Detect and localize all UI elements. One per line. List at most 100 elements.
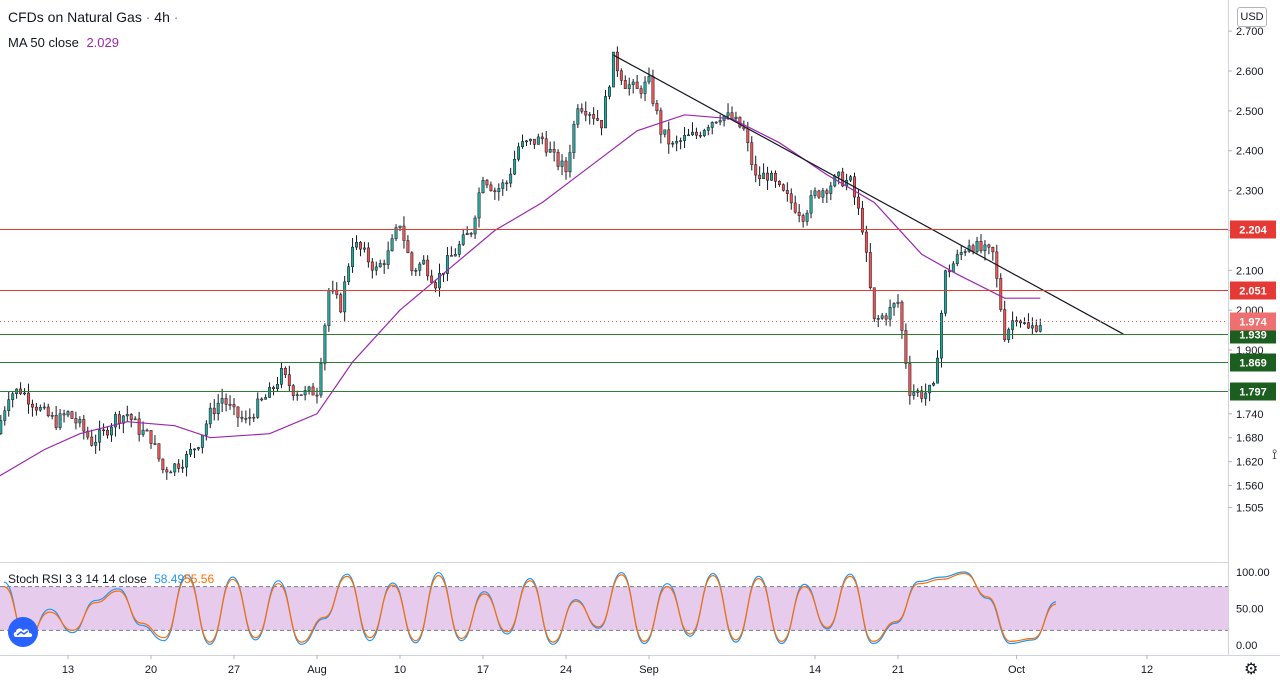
candle-body [268,387,272,398]
tradingview-logo-icon[interactable] [8,617,38,647]
candle-body [438,272,441,289]
candle-body [394,227,398,239]
candle-body [256,398,260,418]
candle-body [276,384,279,389]
candle-body [525,140,528,143]
candle-body [679,140,683,142]
candle-body [955,254,959,265]
candle-body [426,259,430,277]
x-tick-label: 13 [62,664,74,676]
candle-body [651,76,655,104]
currency-badge[interactable]: USD [1237,7,1267,27]
candle-body [781,184,785,191]
candle-body [596,118,600,121]
stoch-legend[interactable]: Stoch RSI 3 3 14 14 close 58.4955.56 [8,572,214,586]
candle-body [449,255,453,257]
candle-body [291,385,295,396]
candle-body [410,252,414,272]
support-label-box [1230,353,1276,372]
candle-body [362,247,366,250]
y-tick-label: 2.500 [1236,106,1264,118]
ma-legend[interactable]: MA 50 close 2.029 [8,35,119,50]
candle-body [979,241,983,251]
candle-body [774,172,777,182]
candle-body [943,270,947,314]
candle-body [315,394,319,397]
candle-body [370,261,374,271]
candle-body [809,195,813,214]
candle-body [655,103,659,111]
x-tick-label: 17 [477,664,489,676]
candle-body [975,241,979,252]
stoch-d-value: 55.56 [184,572,215,586]
candle-body [817,190,821,198]
candle-body [912,392,916,396]
candle-body [196,447,200,450]
candle-body [517,146,521,160]
candle-body [928,384,932,394]
candle-body [46,406,50,417]
candle-body [762,172,766,179]
candle-body [584,111,588,116]
candle-body [710,122,714,128]
candle-body [414,270,418,272]
candle-body [98,429,102,443]
resistance-label-box [1230,281,1276,300]
candle-body [153,443,157,445]
candle-body [1038,325,1042,332]
candle-body [149,430,153,444]
candle-body [23,392,26,395]
candle-body [821,190,825,198]
candle-body [540,136,544,140]
candle-body [951,263,955,273]
candles [0,46,1042,480]
candle-body [453,254,457,257]
stoch-y-tick-label: 50.00 [1236,604,1264,616]
candle-body [283,367,287,375]
candle-body [730,112,734,120]
candle-body [228,404,232,406]
candle-body [473,217,477,235]
candle-body [193,448,196,451]
candle-body [568,152,572,173]
y-tick-label: 1.505 [1236,502,1264,514]
candle-body [311,386,315,396]
candle-body [117,414,121,424]
symbol-legend[interactable]: CFDs on Natural Gas · 4h · [8,9,178,25]
candle-body [588,114,592,116]
candle-body [260,398,264,401]
y-tick-label: 2.700 [1236,26,1264,38]
candle-body [770,172,773,181]
candle-body [1026,322,1030,329]
candle-body [66,411,70,416]
x-tick-label: 10 [394,664,406,676]
candle-body [884,315,888,320]
ma-layer [0,114,1041,477]
candle-body [868,252,872,288]
candle-body [687,134,690,137]
y-tick-label: 2.400 [1236,146,1264,158]
candle-body [216,402,220,415]
candle-body [493,190,497,193]
candle-body [295,394,299,396]
x-tick-label: 20 [145,664,157,676]
gear-icon[interactable]: ⚙ [1244,661,1259,678]
x-tick-label: 24 [560,664,572,676]
candle-body [248,416,252,419]
candle-body [536,136,540,145]
candle-body [303,390,307,396]
candle-body [402,225,406,241]
candle-body [90,436,94,446]
candle-body [343,281,347,313]
candle-body [236,406,240,418]
candle-body [457,244,461,255]
candle-body [785,190,789,194]
candle-body [78,419,82,424]
candle-body [766,172,770,181]
stoch-y-tick-label: 100.00 [1236,567,1270,579]
candle-body [793,202,797,213]
candle-body [232,404,236,408]
legend-separator: · [145,9,151,25]
candle-body [200,434,204,448]
